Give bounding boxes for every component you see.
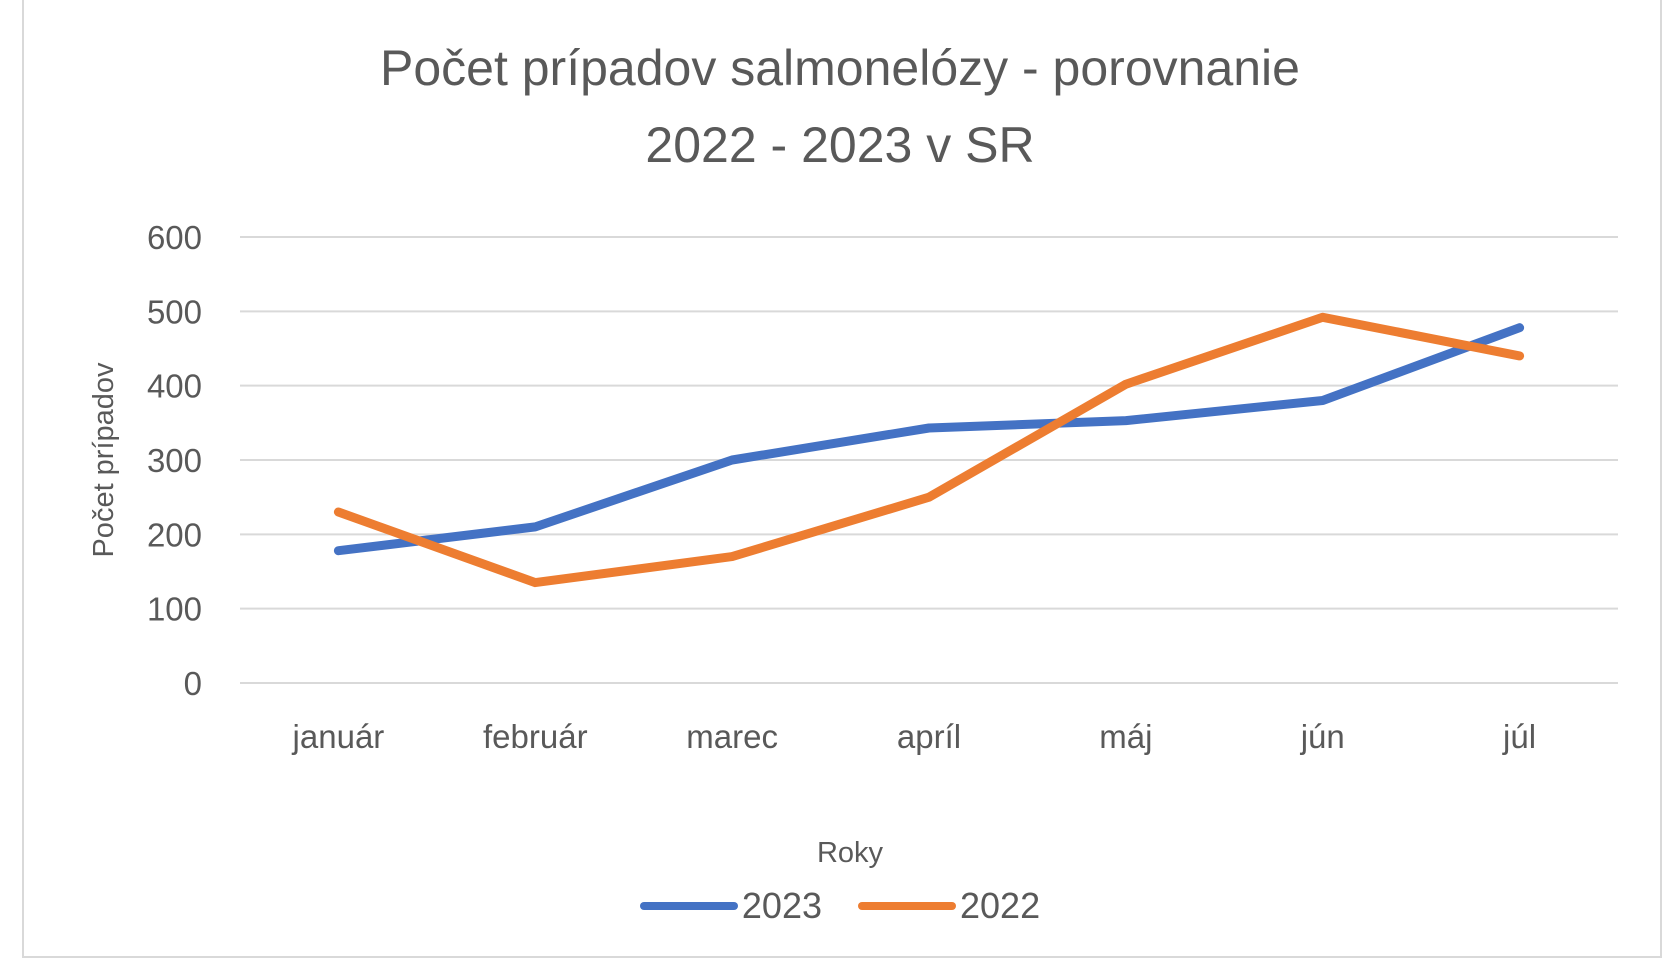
y-tick-label: 200 [147, 516, 202, 553]
x-tick-labels: január február marec apríl máj jún júl [292, 718, 1537, 755]
x-tick-label: jún [1300, 718, 1345, 755]
y-tick-labels: 0 100 200 300 400 500 600 [147, 219, 202, 702]
y-axis-title: Počet prípadov [88, 362, 120, 558]
gridlines [240, 237, 1618, 683]
x-axis-title: Roky [817, 837, 884, 869]
legend: 2023 2022 [0, 885, 1680, 927]
y-tick-label: 300 [147, 442, 202, 479]
legend-swatch-2022 [858, 902, 956, 910]
y-tick-label: 500 [147, 293, 202, 330]
legend-label-2023: 2023 [742, 885, 822, 927]
series-lines [338, 317, 1519, 583]
y-tick-label: 600 [147, 219, 202, 256]
legend-label-2022: 2022 [960, 885, 1040, 927]
y-tick-label: 400 [147, 368, 202, 405]
legend-item-2022: 2022 [858, 885, 1040, 927]
x-tick-label: január [292, 718, 385, 755]
x-tick-label: júl [1502, 718, 1536, 755]
y-tick-label: 100 [147, 591, 202, 628]
x-tick-label: máj [1099, 718, 1152, 755]
x-tick-label: marec [686, 718, 778, 755]
legend-item-2023: 2023 [640, 885, 822, 927]
series-line-2023 [338, 328, 1519, 551]
y-tick-label: 0 [184, 665, 202, 702]
x-tick-label: február [483, 718, 588, 755]
legend-swatch-2023 [640, 902, 738, 910]
series-line-2022 [338, 317, 1519, 582]
x-tick-label: apríl [897, 718, 961, 755]
